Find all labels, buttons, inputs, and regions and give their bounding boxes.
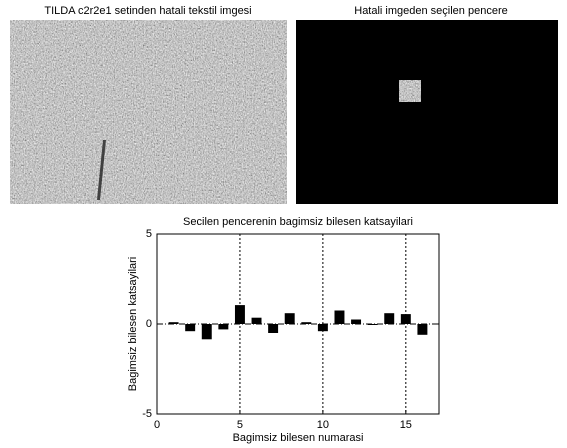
figure: TILDA c2r2e1 setinden hatali tekstil img… [0,0,567,448]
bar [202,324,212,339]
y-tick-label: -5 [142,408,152,420]
x-axis-label: Bagimsiz bilesen numarasi [233,432,364,444]
bar [268,324,278,333]
bar [252,318,262,324]
bar [417,324,427,335]
bar [169,322,179,324]
chart-title: Secilen pencerenin bagimsiz bilesen kats… [183,216,413,228]
y-axis-label: Bagimsiz bilesen katsayilari [127,257,139,392]
bar [218,324,228,329]
bar [285,313,295,324]
bar [334,311,344,325]
bar [301,322,311,324]
x-tick-label: 0 [154,419,160,431]
image-title: Hatali imgeden seçilen pencere [354,5,507,17]
y-tick-label: 5 [146,228,152,240]
x-tick-label: 10 [317,419,329,431]
fabric-image [10,20,287,204]
image-title: TILDA c2r2e1 setinden hatali tekstil img… [44,5,251,17]
bar [318,324,328,331]
bar [368,324,378,325]
x-tick-label: 15 [400,419,412,431]
bar [235,305,245,324]
y-tick-label: 0 [146,318,152,330]
window-image [296,20,558,204]
selected-window [399,80,421,102]
bar [185,324,195,331]
bar [351,320,361,325]
x-tick-label: 5 [237,419,243,431]
bar [384,313,394,324]
bar [401,314,411,324]
